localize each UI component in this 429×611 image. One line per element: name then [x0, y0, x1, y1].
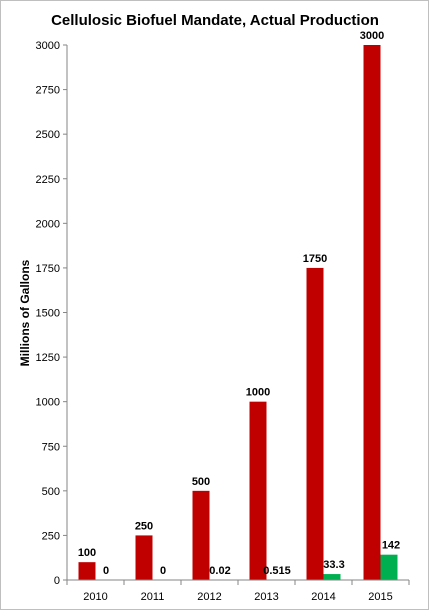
- y-tick-label: 1250: [36, 352, 60, 364]
- y-tick-label: 1500: [36, 308, 60, 320]
- data-label: 0.02: [209, 565, 230, 577]
- data-label: 250: [135, 520, 153, 532]
- bar-2014-series-1: [307, 268, 324, 580]
- y-tick-label: 3000: [36, 40, 60, 52]
- y-tick-label: 0: [54, 575, 60, 587]
- y-tick-label: 250: [42, 530, 60, 542]
- x-tick-label: 2011: [141, 591, 165, 603]
- data-label: 0: [103, 565, 109, 577]
- bar-2015-series-1: [364, 45, 381, 580]
- bars: [79, 45, 398, 580]
- y-tick-label: 2750: [36, 85, 60, 97]
- y-tick-label: 750: [42, 441, 60, 453]
- x-tick-label: 2010: [83, 591, 107, 603]
- x-tick-label: 2014: [311, 591, 335, 603]
- data-label: 500: [192, 476, 210, 488]
- y-tick-label: 2000: [36, 218, 60, 230]
- bar-2015-series-2: [381, 555, 398, 580]
- y-tick-label: 1000: [36, 397, 60, 409]
- y-tick-label: 500: [42, 486, 60, 498]
- data-label: 142: [382, 540, 400, 552]
- y-tick-label: 2250: [36, 174, 60, 186]
- x-tick-label: 2013: [254, 591, 278, 603]
- data-label: 0: [160, 565, 166, 577]
- y-tick-label: 2500: [36, 129, 60, 141]
- data-label: 33.3: [323, 559, 344, 571]
- bar-2011-series-1: [136, 535, 153, 580]
- bar-2010-series-1: [79, 562, 96, 580]
- y-axis-label: Millions of Gallons: [18, 259, 32, 366]
- x-axis-ticks: 2010 2011 2012 2013 2014 2015: [67, 580, 409, 603]
- data-label: 0.515: [263, 565, 291, 577]
- x-tick-label: 2015: [368, 591, 392, 603]
- chart-title: Cellulosic Biofuel Mandate, Actual Produ…: [51, 12, 379, 29]
- bar-2014-series-2: [324, 574, 341, 580]
- bar-2012-series-1: [193, 491, 210, 580]
- x-tick-label: 2012: [197, 591, 221, 603]
- data-label: 100: [78, 547, 96, 559]
- data-label: 1000: [246, 387, 270, 399]
- data-label: 1750: [303, 253, 327, 265]
- y-axis-ticks: 0 250 500 750 1000 1250 1500 1750 2000 2250 2500 27…: [36, 40, 67, 587]
- bar-2013-series-1: [250, 402, 267, 580]
- y-tick-label: 1750: [36, 263, 60, 275]
- data-label: 3000: [360, 30, 384, 42]
